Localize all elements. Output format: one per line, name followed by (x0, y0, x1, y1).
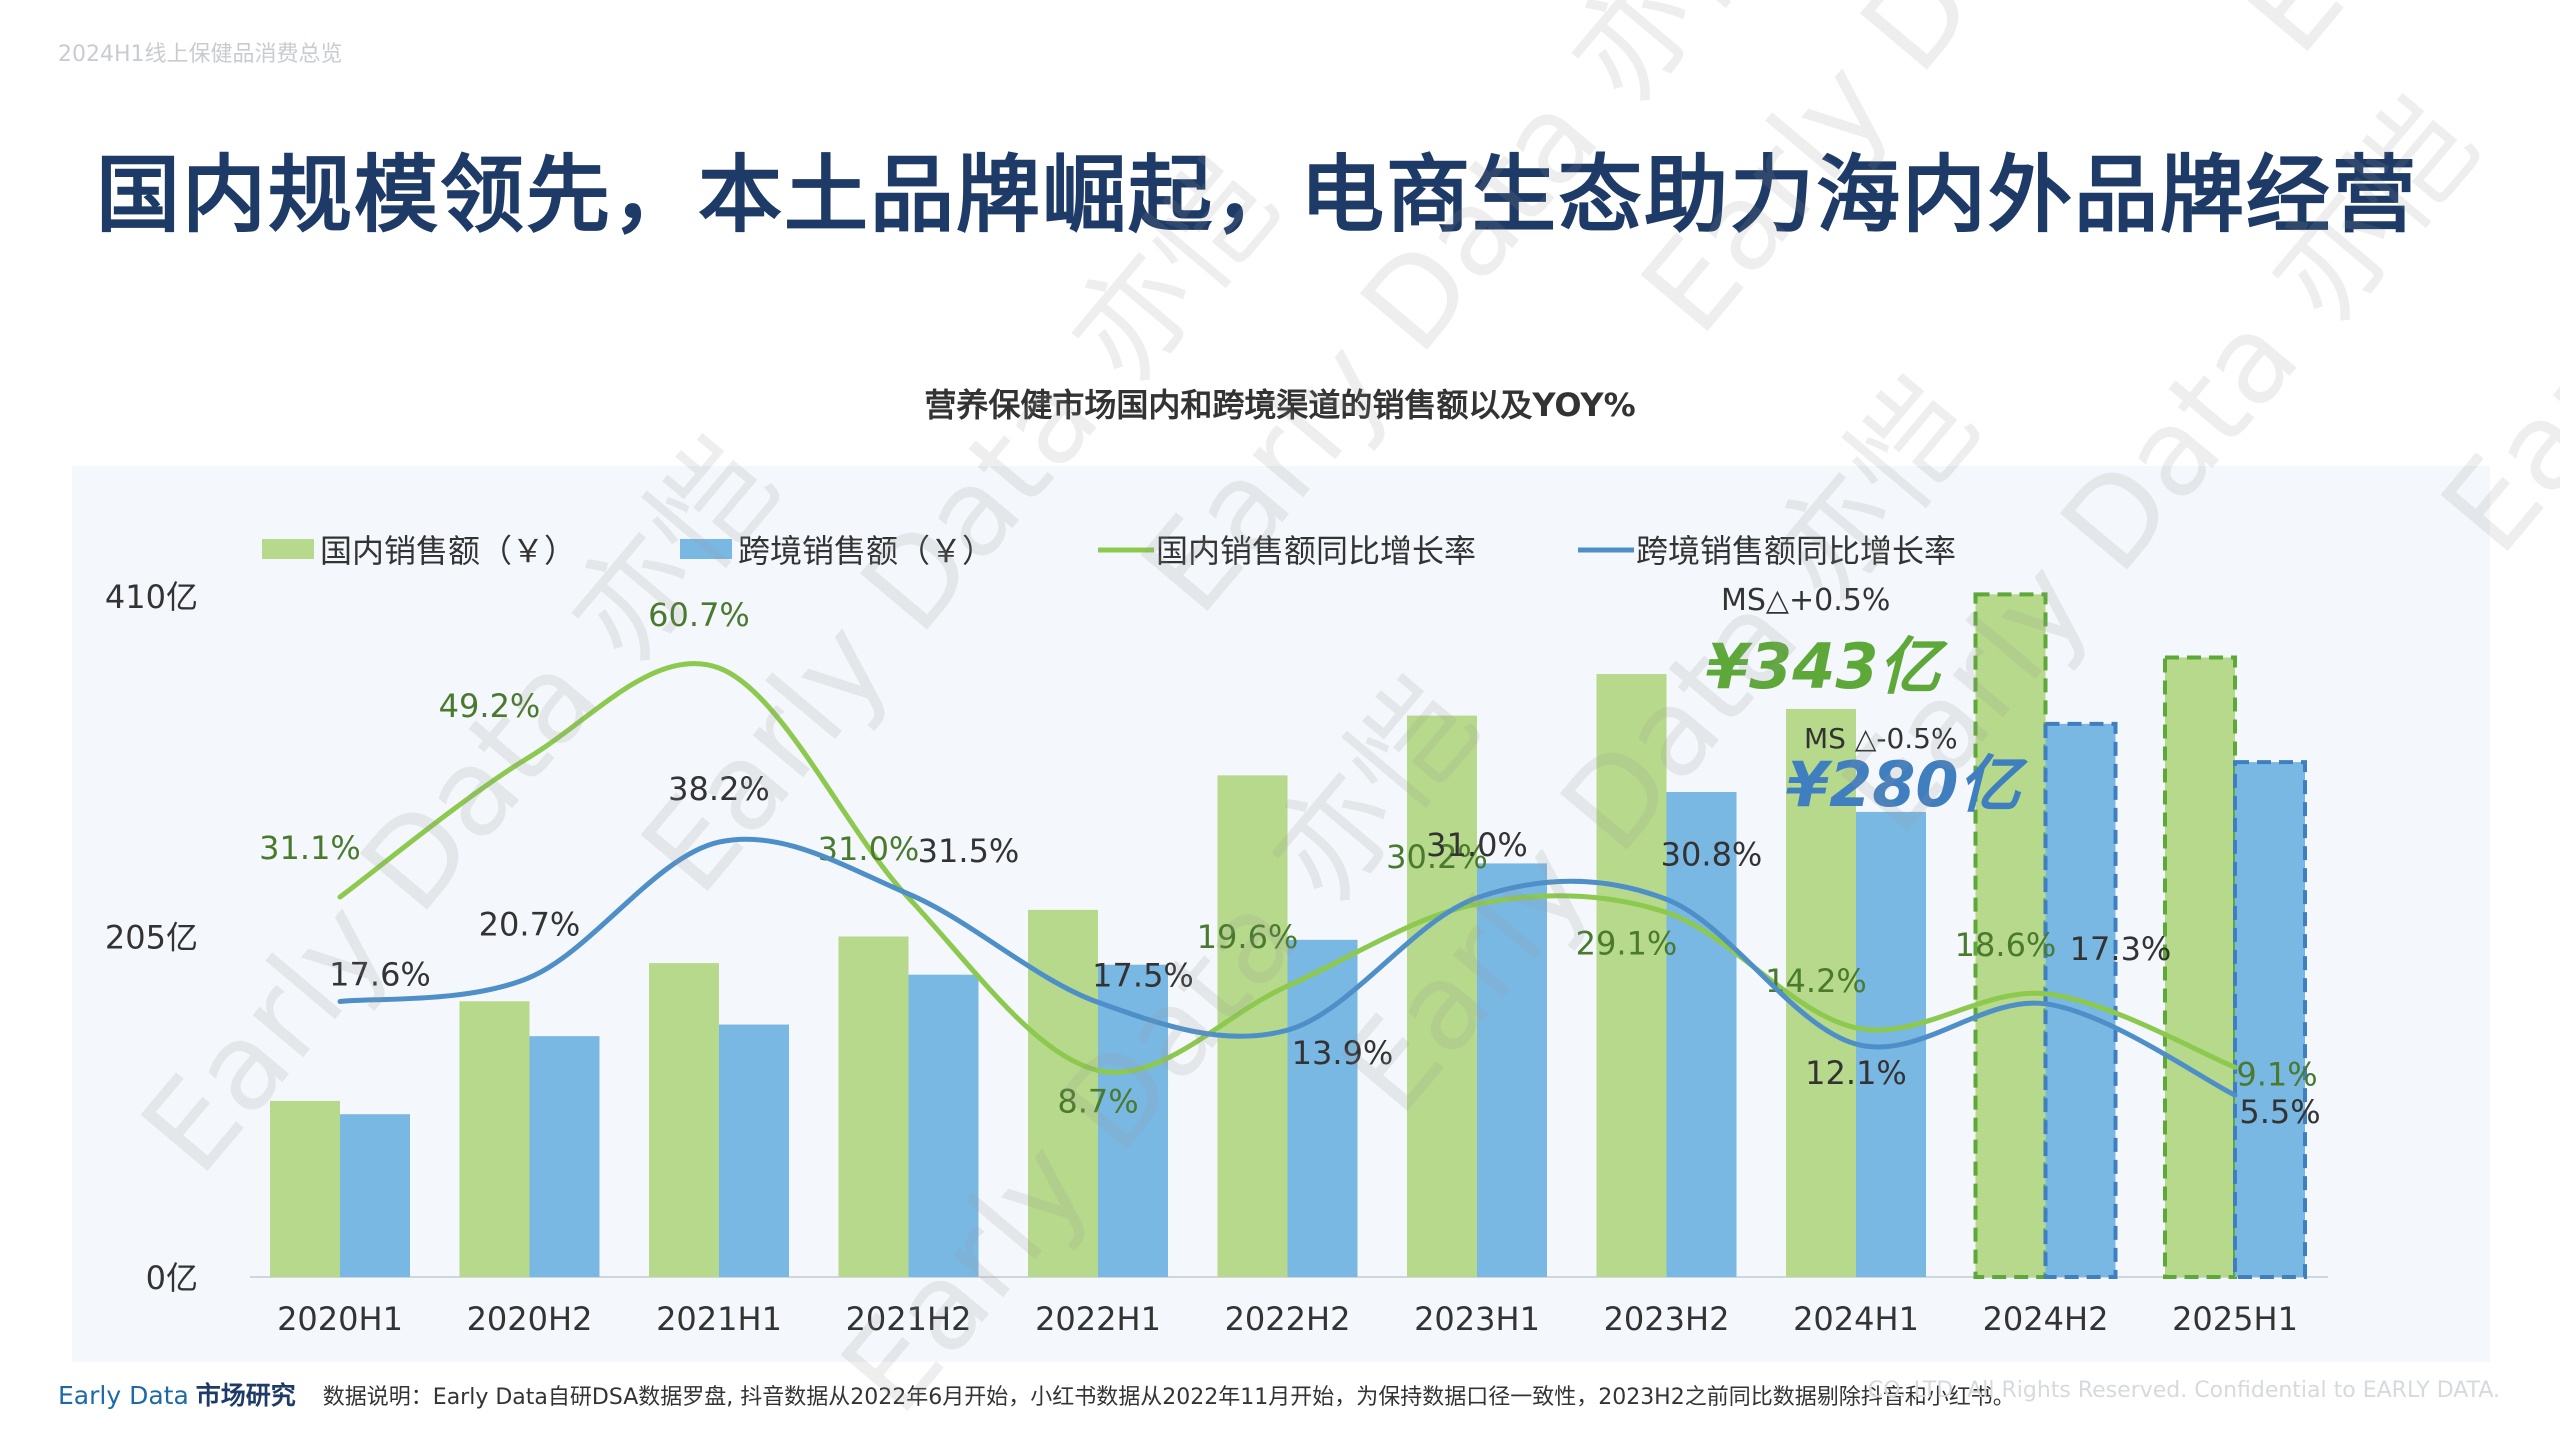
domestic-yoy-label: 9.1% (2236, 1055, 2317, 1093)
y-tick-label: 205亿 (105, 919, 198, 957)
crossborder-sales-bar (1098, 964, 1168, 1277)
legend-label: 跨境销售额（￥） (738, 532, 994, 570)
x-tick-label: 2023H1 (1414, 1300, 1540, 1338)
crossborder-yoy-label: 17.5% (1092, 956, 1194, 994)
domestic-sales-bar (649, 963, 719, 1277)
legend-label: 国内销售额（￥） (320, 532, 576, 570)
crossborder-yoy-label: 30.8% (1661, 835, 1763, 873)
domestic-yoy-label: 8.7% (1057, 1082, 1138, 1120)
legend-swatch (262, 539, 314, 559)
crossborder-yoy-line (337, 836, 2238, 1098)
footer-brand-name: Early Data (58, 1381, 189, 1410)
crossborder-yoy-label: 5.5% (2239, 1093, 2320, 1131)
x-tick-label: 2022H2 (1225, 1300, 1351, 1338)
x-tick-label: 2022H1 (1035, 1300, 1161, 1338)
domestic-sales-bar (1217, 775, 1288, 1277)
crossborder-yoy-label: 12.1% (1805, 1054, 1907, 1092)
crossborder-sales-bar (529, 1036, 600, 1277)
domestic-yoy-label: 29.1% (1576, 925, 1678, 963)
y-tick-label: 0亿 (146, 1259, 198, 1297)
crossborder-yoy-label: 31.0% (1426, 826, 1528, 864)
footer-note: Early Data 市场研究 数据说明：Early Data自研DSA数据罗盘… (58, 1376, 2015, 1412)
legend-swatch (680, 539, 732, 559)
domestic-yoy-label: 60.7% (648, 596, 750, 634)
crossborder-sales-bar (1287, 939, 1358, 1277)
domestic-yoy-label: 31.1% (259, 829, 361, 867)
crossborder-yoy-label: 31.5% (918, 832, 1020, 870)
domestic-sales-bar (1407, 715, 1477, 1277)
page-headline: 国内规模领先，本土品牌崛起，电商生态助力海内外品牌经营 (96, 146, 2419, 244)
domestic-sales-bar (270, 1100, 340, 1277)
annotation-ms-text: MS△+0.5% (1721, 583, 1890, 618)
crossborder-yoy-label: 20.7% (479, 906, 581, 944)
annotation-ms-text: MS △-0.5% (1804, 722, 1958, 755)
crossborder-yoy-label: 13.9% (1292, 1034, 1394, 1072)
x-tick-label: 2023H2 (1604, 1300, 1730, 1338)
x-tick-label: 2024H1 (1793, 1300, 1919, 1338)
domestic-sales-bar (459, 1001, 530, 1277)
domestic-yoy-label: 49.2% (439, 687, 541, 725)
crossborder-sales-bar (908, 974, 979, 1277)
chart-title: 营养保健市场国内和跨境渠道的销售额以及YOY% (924, 386, 1636, 424)
x-tick-label: 2025H1 (2172, 1300, 2298, 1338)
domestic-sales-bar (838, 936, 909, 1277)
footer-copyright: CO. LTD. All Rights Reserved. Confidenti… (1867, 1378, 2500, 1403)
x-tick-label: 2020H2 (467, 1300, 593, 1338)
annotation-value: ¥343亿 (1706, 630, 1949, 703)
crossborder-yoy-label: 17.6% (329, 956, 431, 994)
domestic-yoy-label: 30.2% (1386, 838, 1488, 876)
domestic-yoy-label: 19.6% (1197, 918, 1299, 956)
domestic-sales-bar (2163, 655, 2237, 1279)
footer-brand-suffix: 市场研究 (195, 1381, 296, 1410)
legend-label: 跨境销售额同比增长率 (1636, 532, 1956, 570)
crossborder-sales-bar (719, 1024, 789, 1277)
crossborder-yoy-label: 17.3% (2070, 930, 2172, 968)
x-tick-label: 2020H1 (277, 1300, 403, 1338)
x-tick-label: 2021H2 (846, 1300, 972, 1338)
domestic-yoy-label: 18.6% (1955, 926, 2057, 964)
domestic-sales-bar (1973, 592, 2048, 1279)
y-tick-label: 410亿 (105, 578, 198, 616)
crossborder-yoy-label: 38.2% (668, 770, 770, 808)
domestic-sales-bar (1596, 674, 1667, 1277)
crossborder-sales-bar (2233, 760, 2307, 1279)
annotation-value: ¥280亿 (1786, 748, 2029, 821)
crossborder-sales-bar (1666, 791, 1737, 1277)
footer-data-note: 数据说明：Early Data自研DSA数据罗盘, 抖音数据从2022年6月开始… (322, 1385, 2015, 1410)
crossborder-sales-bar (340, 1114, 410, 1277)
crossborder-sales-bar (1477, 863, 1547, 1277)
domestic-sales-bar (1786, 708, 1856, 1277)
legend-label: 国内销售额同比增长率 (1156, 532, 1476, 570)
domestic-yoy-line (337, 660, 2238, 1075)
x-tick-label: 2024H2 (1983, 1300, 2109, 1338)
x-tick-label: 2021H1 (656, 1300, 782, 1338)
page-header-tag: 2024H1线上保健品消费总览 (58, 42, 343, 67)
